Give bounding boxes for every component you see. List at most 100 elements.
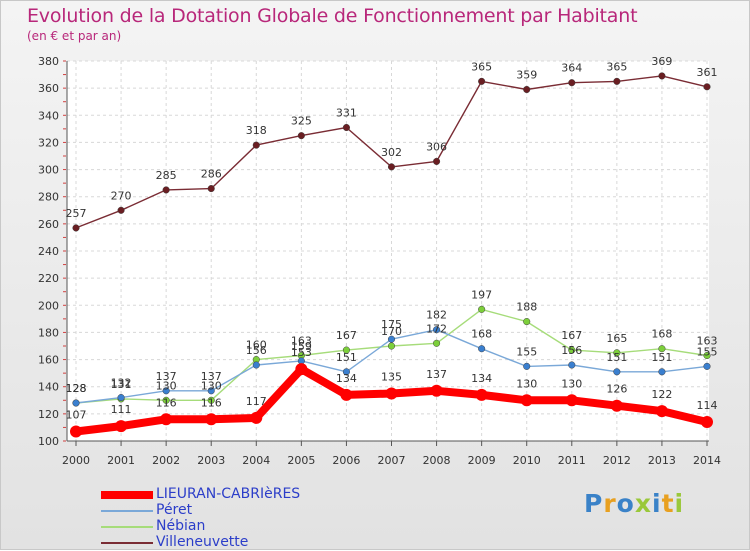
data-point bbox=[520, 394, 533, 407]
data-point bbox=[387, 163, 396, 171]
data-point bbox=[433, 339, 441, 347]
x-tick-label: 2003 bbox=[197, 454, 225, 467]
data-point bbox=[252, 141, 260, 149]
data-label: 156 bbox=[246, 344, 267, 357]
data-point bbox=[613, 77, 621, 85]
logo-letter: P bbox=[584, 489, 604, 518]
legend-swatch bbox=[101, 542, 153, 544]
proxiti-logo: Proxiti bbox=[584, 489, 684, 518]
data-label: 111 bbox=[111, 403, 132, 416]
data-point bbox=[523, 362, 531, 370]
data-point bbox=[207, 387, 215, 395]
data-point bbox=[115, 420, 128, 433]
legend-label: LIEURAN-CABRIèRES bbox=[156, 486, 301, 502]
data-label: 151 bbox=[651, 351, 672, 364]
data-label: 359 bbox=[516, 69, 537, 82]
data-point bbox=[430, 384, 443, 397]
data-label: 153 bbox=[291, 346, 312, 359]
data-point bbox=[387, 342, 396, 350]
data-label: 130 bbox=[156, 379, 177, 392]
x-tick-label: 2004 bbox=[242, 454, 270, 467]
chart-subtitle: (en € et par an) bbox=[27, 29, 122, 43]
data-label: 325 bbox=[291, 115, 312, 128]
data-label: 188 bbox=[516, 301, 537, 314]
x-tick-label: 2010 bbox=[513, 454, 541, 467]
data-label: 197 bbox=[471, 288, 492, 301]
data-point bbox=[342, 123, 350, 132]
x-tick-label: 2002 bbox=[152, 454, 180, 467]
data-point bbox=[655, 405, 668, 418]
y-tick-label: 360 bbox=[38, 82, 59, 95]
data-label: 159 bbox=[291, 340, 312, 353]
x-tick-label: 2000 bbox=[62, 454, 90, 467]
data-point bbox=[72, 224, 80, 232]
data-label: 270 bbox=[111, 189, 132, 202]
y-tick-label: 380 bbox=[38, 55, 59, 68]
data-label: 128 bbox=[66, 382, 87, 395]
data-point bbox=[610, 399, 623, 412]
data-label: 175 bbox=[381, 318, 402, 331]
data-label: 306 bbox=[426, 140, 447, 153]
y-tick-label: 280 bbox=[38, 191, 59, 204]
data-label: 168 bbox=[651, 328, 672, 341]
data-point bbox=[72, 399, 80, 407]
data-point bbox=[523, 85, 531, 94]
data-label: 331 bbox=[336, 107, 357, 120]
logo-letter: x bbox=[634, 489, 652, 518]
data-point bbox=[387, 335, 396, 343]
data-label: 155 bbox=[516, 345, 537, 358]
data-point bbox=[205, 413, 218, 426]
y-tick-label: 340 bbox=[38, 109, 59, 122]
x-tick-label: 2013 bbox=[648, 454, 676, 467]
legend-label: Péret bbox=[156, 502, 193, 518]
data-label: 117 bbox=[246, 395, 267, 408]
data-point bbox=[658, 72, 666, 80]
data-label: 168 bbox=[471, 328, 492, 341]
data-label: 137 bbox=[201, 370, 222, 383]
legend-swatch bbox=[101, 491, 153, 499]
data-label: 365 bbox=[606, 60, 627, 73]
y-tick-label: 200 bbox=[38, 299, 59, 312]
data-label: 134 bbox=[471, 372, 492, 385]
x-tick-label: 2006 bbox=[332, 454, 360, 467]
y-tick-label: 260 bbox=[38, 218, 59, 231]
data-label: 137 bbox=[426, 368, 447, 381]
data-point bbox=[250, 411, 263, 424]
data-label: 257 bbox=[66, 207, 87, 220]
data-point bbox=[523, 318, 531, 326]
data-label: 165 bbox=[606, 332, 627, 345]
logo-letter: i bbox=[652, 489, 662, 518]
data-label: 128 bbox=[66, 382, 87, 395]
data-point bbox=[703, 362, 711, 370]
data-label: 107 bbox=[66, 409, 87, 422]
x-tick-label: 2011 bbox=[558, 454, 586, 467]
data-point bbox=[162, 387, 170, 395]
data-point bbox=[162, 396, 170, 404]
data-label: 369 bbox=[651, 55, 672, 68]
data-point bbox=[613, 368, 621, 376]
data-label: 167 bbox=[336, 329, 357, 342]
data-point bbox=[117, 394, 125, 402]
data-point bbox=[433, 326, 441, 334]
y-tick-label: 160 bbox=[38, 354, 59, 367]
data-label: 134 bbox=[336, 372, 357, 385]
y-tick-label: 140 bbox=[38, 381, 59, 394]
data-label: 286 bbox=[201, 168, 222, 181]
data-label: 285 bbox=[156, 169, 177, 182]
logo-letter: o bbox=[616, 489, 635, 518]
data-label: 116 bbox=[156, 396, 177, 409]
data-label: 137 bbox=[156, 370, 177, 383]
data-point bbox=[207, 185, 215, 193]
data-label: 156 bbox=[561, 344, 582, 357]
x-tick-label: 2001 bbox=[107, 454, 135, 467]
x-tick-label: 2008 bbox=[423, 454, 451, 467]
y-tick-label: 300 bbox=[38, 164, 59, 177]
logo-letter: t bbox=[661, 489, 675, 518]
logo-letter: r bbox=[603, 489, 617, 518]
data-label: 114 bbox=[697, 399, 718, 412]
data-point bbox=[385, 387, 398, 400]
data-point bbox=[568, 361, 576, 369]
data-point bbox=[613, 349, 621, 357]
data-point bbox=[703, 351, 711, 360]
